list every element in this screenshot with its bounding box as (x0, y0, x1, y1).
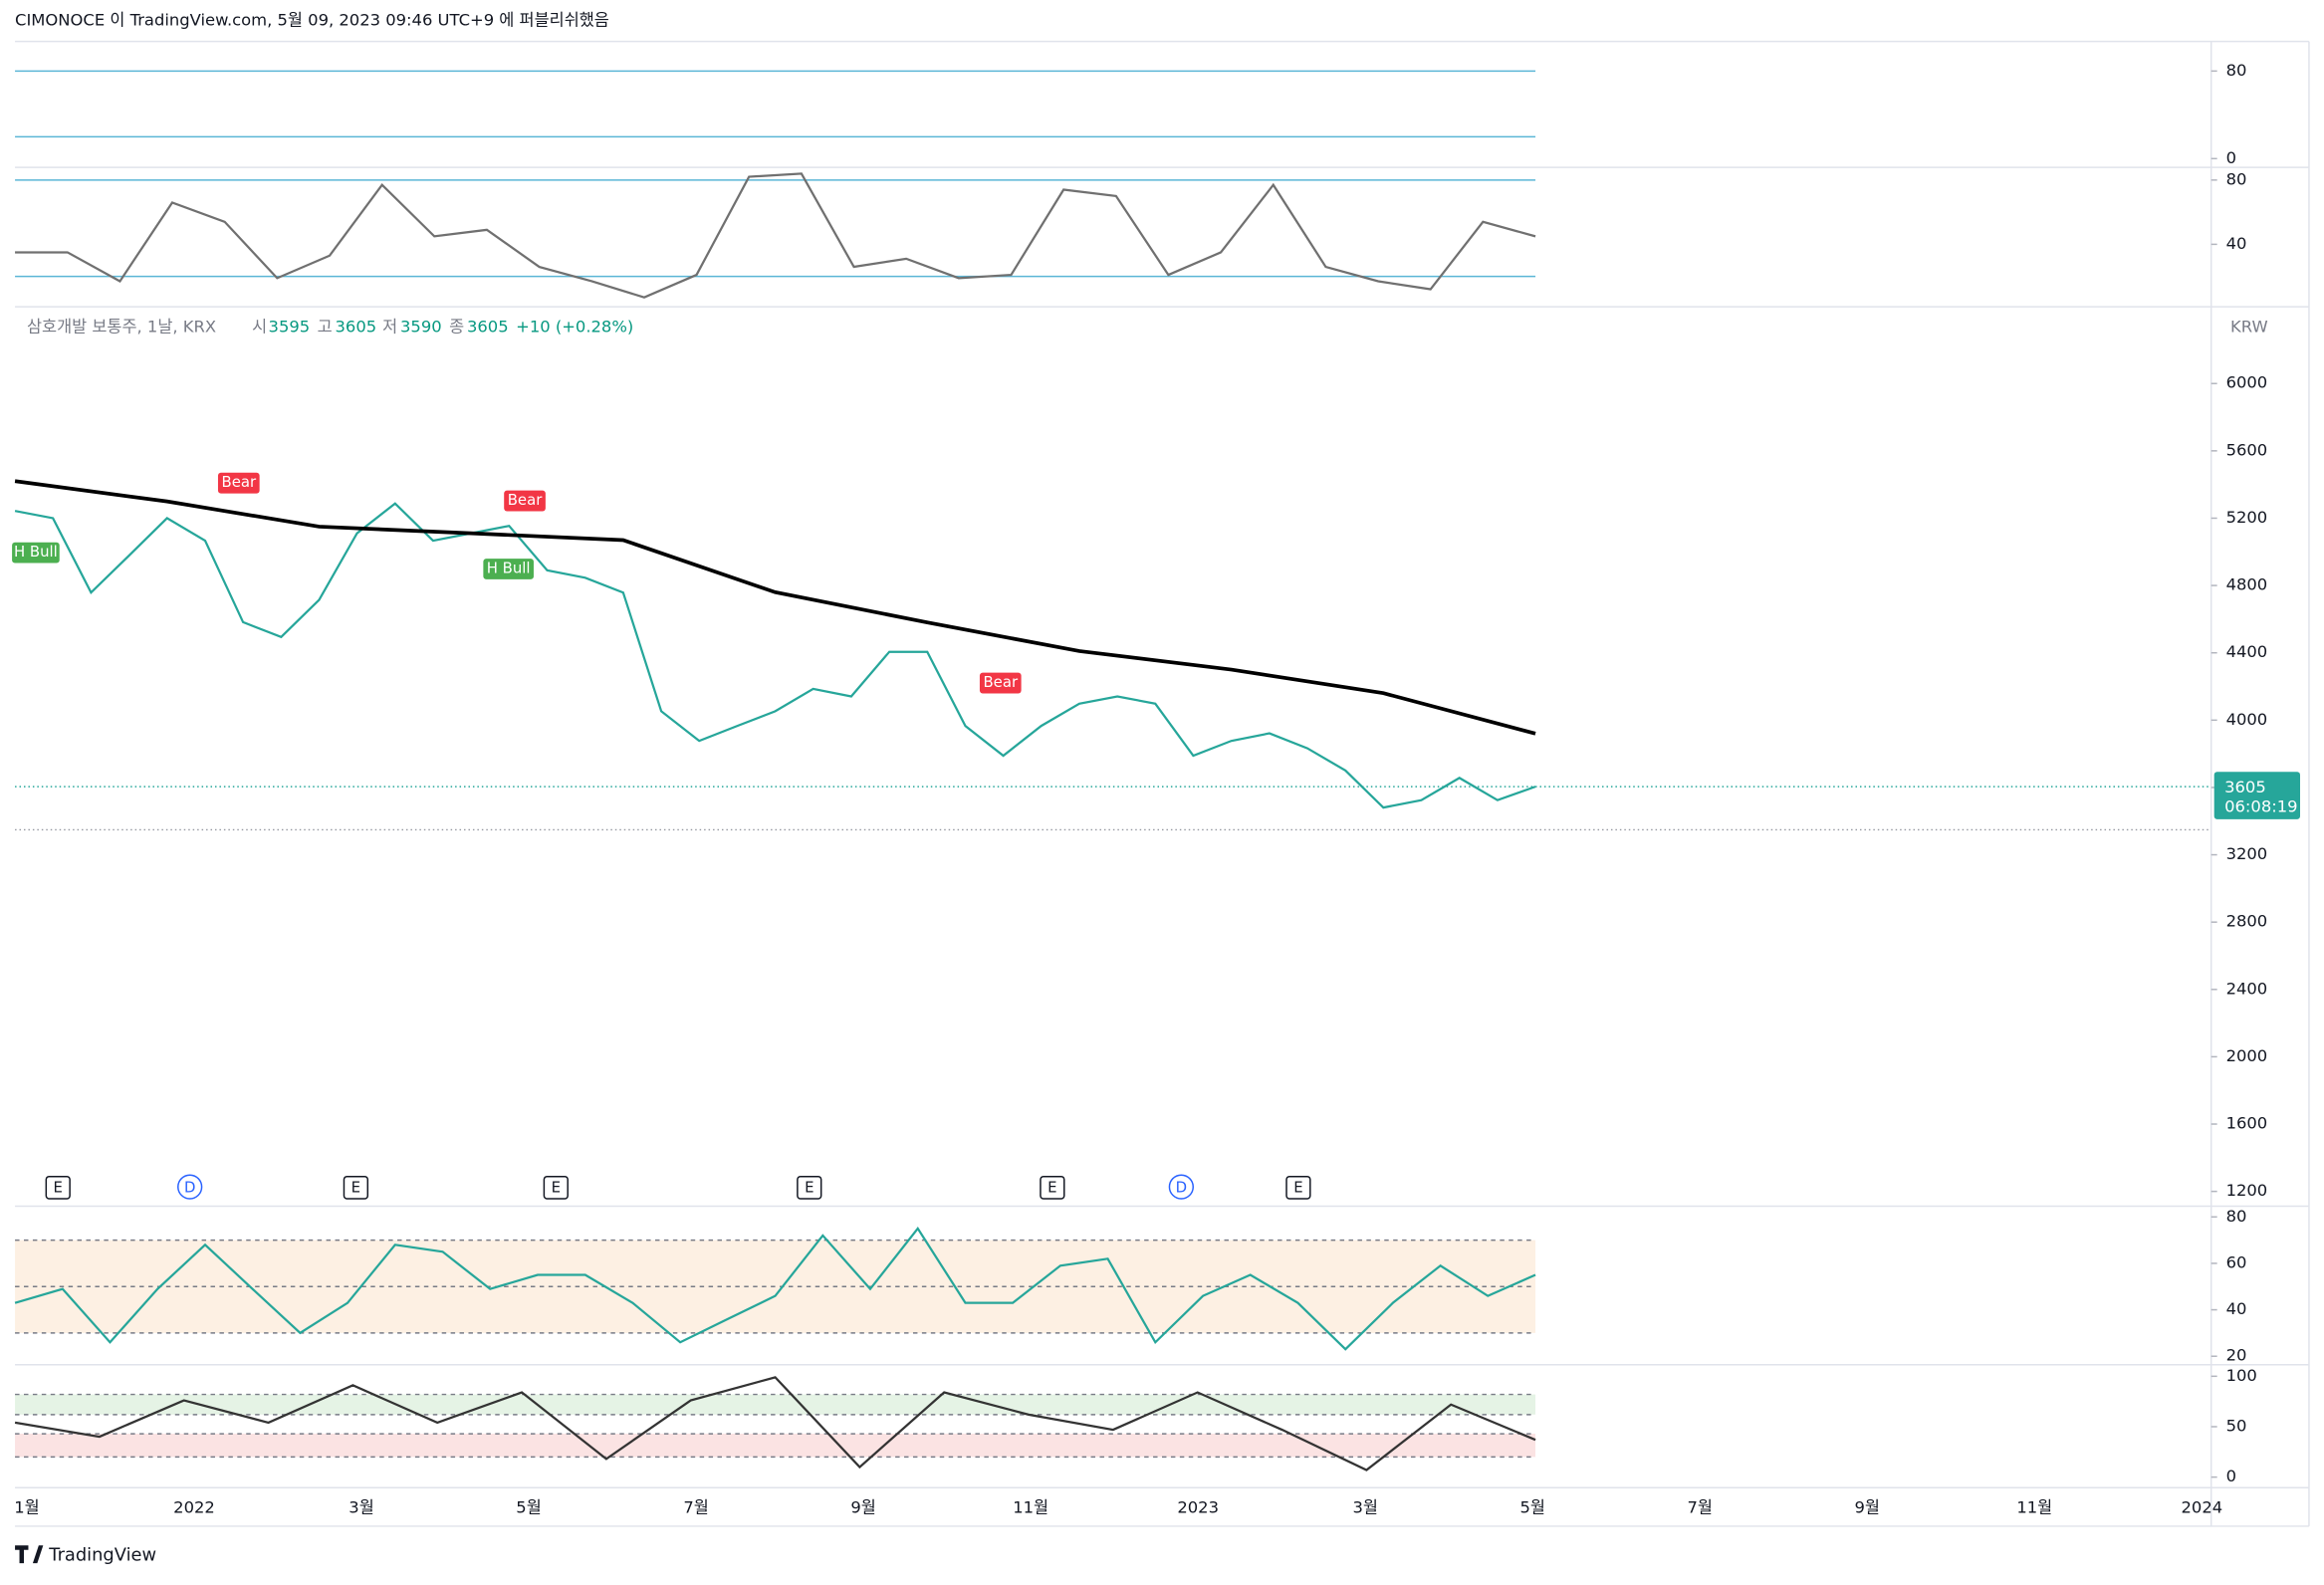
y-tick-label: 40 (2226, 234, 2247, 253)
event-box (177, 1174, 203, 1200)
series-line (14, 479, 1536, 736)
ohlc-label: 저 (382, 317, 397, 336)
y-tick-label: 5600 (2226, 440, 2268, 459)
signal-label: Bear (983, 673, 1018, 691)
x-tick-label: 9월 (1855, 1498, 1880, 1517)
y-tick-label: 50 (2226, 1416, 2247, 1435)
y-tick-label: 100 (2226, 1366, 2257, 1385)
x-tick-label: 1월 (14, 1498, 39, 1517)
signal-label: Bear (222, 473, 257, 491)
y-tick-label: 4800 (2226, 575, 2268, 594)
zone (15, 1434, 1536, 1458)
ohlc-value: 3605 (467, 317, 509, 336)
x-tick-label: 9월 (850, 1498, 875, 1517)
event: E (54, 1179, 63, 1197)
y-tick-label: 40 (2226, 1299, 2247, 1318)
x-tick-label: 2022 (173, 1498, 215, 1517)
y-tick-label: 80 (2226, 61, 2247, 80)
y-tick-label: 4000 (2226, 710, 2268, 729)
ohlc-value: 3605 (336, 317, 377, 336)
y-tick-label: 5200 (2226, 508, 2268, 527)
legend: 삼호개발 보통주, 1날, KRX 시 3595 고 3605 저 3590 종… (27, 317, 633, 336)
event-box (343, 1175, 369, 1200)
event-box (1040, 1175, 1065, 1200)
y-tick-label: 4400 (2226, 642, 2268, 661)
event: E (351, 1179, 360, 1197)
last-price-box (2213, 772, 2301, 819)
tag-bg (483, 559, 534, 579)
signal-label: H Bull (14, 543, 58, 561)
ohlc-label: 시 (252, 317, 267, 336)
signal-label: Bear (508, 491, 543, 509)
series-line (14, 1376, 1536, 1472)
x-tick-label: 2023 (1177, 1498, 1219, 1517)
last-price: 3605 (2224, 778, 2266, 796)
event: E (1293, 1179, 1302, 1197)
currency: KRW (2230, 317, 2268, 336)
zone (15, 1394, 1536, 1415)
publish-header: CIMONOCE 이 TradingView.com, 5월 09, 2023 … (15, 10, 609, 29)
y-tick-label: 2000 (2226, 1046, 2268, 1065)
event-box (797, 1175, 822, 1200)
series-line (15, 172, 1536, 299)
y-tick-label: 1200 (2226, 1181, 2268, 1200)
y-tick-label: 0 (2226, 148, 2236, 167)
tag-bg (979, 672, 1022, 694)
x-tick-label: 2024 (2182, 1498, 2223, 1517)
x-tick-label: 11월 (2016, 1498, 2052, 1517)
event: E (805, 1179, 813, 1197)
x-tick-label: 3월 (1352, 1498, 1377, 1517)
event: E (552, 1179, 561, 1197)
y-tick-label: 3200 (2226, 844, 2268, 863)
x-tick-label: 7월 (1688, 1498, 1713, 1517)
countdown: 06:08:19 (2224, 796, 2297, 815)
ohlc-label: 종 (449, 317, 464, 336)
y-tick-label: 20 (2226, 1346, 2247, 1365)
y-tick-label: 1600 (2226, 1114, 2268, 1133)
event: D (1176, 1179, 1187, 1197)
series-line (14, 502, 1536, 809)
event-box (1285, 1175, 1311, 1200)
footer-logo: TradingView (15, 1545, 156, 1566)
x-tick-label: 3월 (349, 1498, 373, 1517)
ohlc-label: 고 (318, 317, 333, 336)
signal-tags: Bear Bear Bear H Bull H Bull (12, 472, 1022, 694)
ohlc-value: 3590 (400, 317, 442, 336)
brand: TradingView (48, 1545, 156, 1566)
change: +10 (+0.28%) (516, 317, 633, 336)
series-line (14, 1227, 1536, 1351)
y-tick-label: 80 (2226, 169, 2247, 188)
tag-bg (504, 490, 546, 512)
y-tick-label: 0 (2226, 1467, 2236, 1485)
y-tick-label: 2800 (2226, 912, 2268, 931)
logo (15, 1545, 44, 1564)
x-tick-label: 5월 (516, 1498, 541, 1517)
x-tick-label: 7월 (683, 1498, 708, 1517)
y-tick-label: 6000 (2226, 373, 2268, 392)
signal-label: H Bull (487, 560, 531, 577)
tag-bg (217, 472, 260, 494)
y-tick-label: 80 (2226, 1207, 2247, 1226)
symbol: 삼호개발 보통주, 1날, KRX (27, 317, 216, 336)
event-markers: E D E E E E D E (45, 1174, 1311, 1200)
x-tick-label: 5월 (1519, 1498, 1544, 1517)
event: E (1047, 1179, 1056, 1197)
event: D (184, 1179, 195, 1197)
event-box (45, 1175, 71, 1200)
ohlc-value: 3595 (269, 317, 311, 336)
event-box (1168, 1174, 1194, 1200)
y-tick-label: 2400 (2226, 979, 2268, 998)
event-box (543, 1175, 569, 1200)
y-tick-label: 60 (2226, 1252, 2247, 1271)
x-tick-label: 11월 (1013, 1498, 1048, 1517)
tag-bg (12, 542, 60, 564)
